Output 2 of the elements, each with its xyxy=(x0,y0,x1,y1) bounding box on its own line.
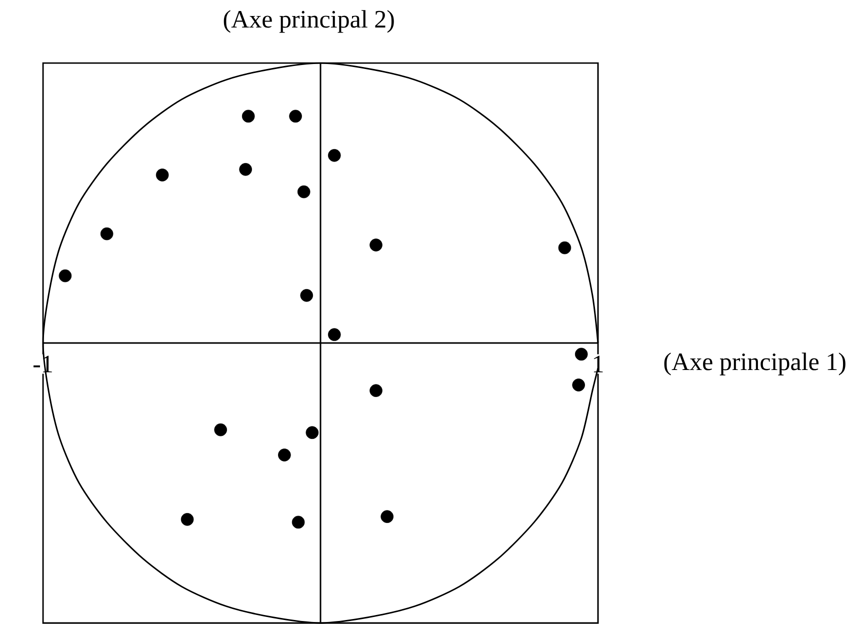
y-axis-title: (Axe principal 2) xyxy=(224,10,394,33)
x-axis-title: (Axe principale 1) xyxy=(664,352,846,376)
